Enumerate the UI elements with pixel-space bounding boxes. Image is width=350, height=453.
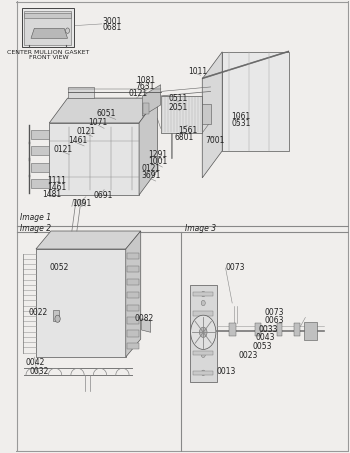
Text: 0013: 0013 — [216, 367, 236, 376]
Bar — [31, 130, 49, 139]
Circle shape — [201, 291, 205, 297]
Text: 0073: 0073 — [265, 308, 284, 317]
Text: 0022: 0022 — [29, 308, 48, 317]
Bar — [127, 253, 139, 260]
Polygon shape — [31, 29, 68, 39]
Text: 7631: 7631 — [136, 82, 155, 92]
Bar — [229, 323, 236, 337]
Text: 0063: 0063 — [265, 316, 284, 325]
Bar — [256, 323, 261, 337]
Text: 3001: 3001 — [103, 17, 122, 26]
Polygon shape — [36, 231, 141, 249]
Text: 0121: 0121 — [53, 145, 72, 154]
Text: 1461: 1461 — [69, 136, 88, 145]
Bar — [277, 323, 282, 337]
Text: 2051: 2051 — [169, 103, 188, 112]
Text: 0681: 0681 — [103, 23, 122, 32]
Bar — [202, 104, 211, 124]
Bar — [127, 266, 139, 272]
Circle shape — [201, 300, 205, 306]
Bar — [193, 351, 213, 355]
Bar — [127, 292, 139, 298]
Bar — [52, 310, 59, 321]
Bar — [31, 163, 49, 172]
Bar — [193, 292, 213, 296]
Text: 1001: 1001 — [148, 157, 168, 166]
Circle shape — [191, 315, 216, 349]
Text: 0053: 0053 — [252, 342, 272, 351]
Polygon shape — [202, 52, 222, 178]
Text: 6801: 6801 — [174, 133, 194, 142]
Bar — [190, 285, 217, 382]
Text: FRONT VIEW: FRONT VIEW — [29, 54, 68, 59]
Bar — [304, 322, 317, 340]
Circle shape — [199, 327, 207, 337]
Text: 1071: 1071 — [88, 118, 107, 127]
Bar — [161, 96, 202, 133]
Bar — [143, 103, 149, 114]
Text: 1461: 1461 — [48, 183, 67, 192]
Bar — [31, 146, 49, 155]
Text: 6051: 6051 — [97, 109, 116, 118]
Text: 0023: 0023 — [239, 351, 258, 360]
Text: 1111: 1111 — [48, 176, 66, 185]
Text: 0042: 0042 — [25, 358, 45, 367]
Bar — [294, 323, 300, 337]
Text: 0691: 0691 — [93, 191, 113, 200]
Polygon shape — [126, 231, 141, 357]
Text: 0032: 0032 — [30, 367, 49, 376]
Text: 1291: 1291 — [148, 150, 168, 159]
Bar — [193, 371, 213, 375]
Circle shape — [65, 28, 70, 34]
Bar — [127, 304, 139, 311]
Text: 0073: 0073 — [225, 264, 245, 272]
Polygon shape — [202, 51, 289, 79]
Text: 0033: 0033 — [259, 325, 278, 334]
Bar — [127, 318, 139, 324]
Bar — [127, 343, 139, 349]
Text: 0082: 0082 — [134, 314, 153, 323]
Text: 1061: 1061 — [232, 112, 251, 121]
Text: 0531: 0531 — [232, 119, 251, 128]
Text: 1561: 1561 — [178, 125, 197, 135]
Circle shape — [201, 352, 205, 357]
Polygon shape — [49, 98, 158, 123]
Bar — [193, 312, 213, 316]
Bar — [68, 87, 94, 98]
Polygon shape — [142, 319, 151, 333]
Bar — [49, 123, 139, 195]
Text: 1091: 1091 — [72, 199, 91, 208]
Text: Image 2: Image 2 — [20, 224, 51, 233]
Circle shape — [201, 328, 205, 333]
Bar — [127, 279, 139, 285]
Bar — [222, 52, 289, 151]
Text: 1011: 1011 — [188, 67, 208, 76]
Text: 0121: 0121 — [128, 89, 148, 98]
Text: 0121: 0121 — [141, 164, 160, 173]
Text: 3691: 3691 — [141, 171, 160, 180]
Bar — [193, 331, 213, 336]
Text: 0043: 0043 — [256, 333, 275, 342]
Bar — [36, 249, 126, 357]
Bar — [127, 330, 139, 337]
Polygon shape — [142, 85, 161, 116]
Text: 0511: 0511 — [168, 94, 188, 103]
Text: 1081: 1081 — [136, 76, 155, 85]
Circle shape — [201, 370, 205, 376]
Bar — [22, 8, 74, 47]
Text: 0121: 0121 — [77, 127, 96, 136]
Text: Image 3: Image 3 — [185, 224, 216, 233]
Bar — [31, 179, 49, 188]
Bar — [24, 13, 71, 18]
Polygon shape — [139, 98, 158, 195]
Text: CENTER MULLION GASKET: CENTER MULLION GASKET — [7, 49, 90, 54]
Circle shape — [55, 315, 60, 323]
Text: 7001: 7001 — [205, 135, 224, 145]
Text: 0052: 0052 — [49, 264, 69, 272]
Text: 1481: 1481 — [43, 190, 62, 199]
Text: Image 1: Image 1 — [20, 213, 51, 222]
Bar — [24, 11, 71, 44]
